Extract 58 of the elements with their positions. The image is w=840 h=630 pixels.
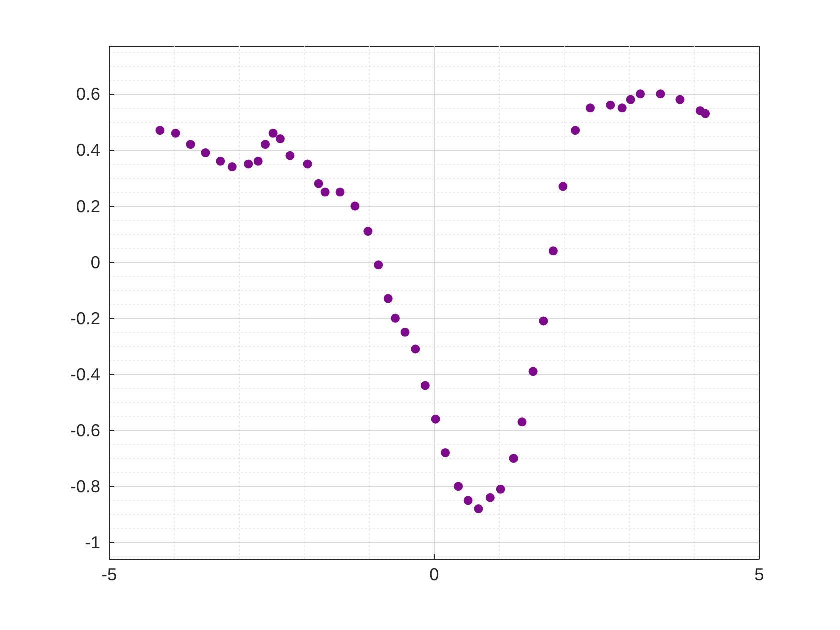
point [431,414,440,424]
y-tick-label: -0.4 [70,364,101,384]
point [420,381,430,390]
point [244,160,254,169]
point [441,448,450,458]
point [626,95,636,104]
point [486,493,495,502]
point [303,160,312,169]
point [391,314,400,323]
point [216,156,226,166]
point [518,418,527,427]
y-tick-label: 0.6 [76,84,101,104]
y-tick-label: -1 [85,532,101,553]
y-tick-label: -0.2 [70,308,100,328]
point [286,151,295,160]
point [336,188,345,197]
y-tick-label: 0 [90,252,101,272]
point [571,126,580,136]
point [276,134,285,144]
point [548,246,558,256]
point [364,227,373,236]
point [656,90,666,99]
point [314,179,324,188]
point [254,156,263,166]
point [618,104,627,113]
point [350,202,360,211]
point [474,504,484,514]
point [509,454,518,464]
y-tick-label: -0.8 [70,476,100,497]
point [464,496,473,506]
point [228,162,237,172]
point [676,95,685,104]
point [701,109,710,118]
point [384,294,393,304]
x-tick-label: 0 [430,564,440,584]
point [411,344,420,354]
point [539,316,548,326]
y-tick-label: 0.2 [76,196,101,216]
point [156,126,165,136]
y-tick-label: -0.6 [70,420,100,441]
point [374,260,384,270]
point [320,188,330,197]
y-tick-label: 0.4 [76,140,101,160]
point [261,140,270,150]
point [268,128,278,138]
point [606,100,616,110]
point [171,128,180,138]
point [528,367,538,376]
point [201,148,210,158]
point [586,104,595,113]
point [496,484,506,494]
point [400,328,410,337]
point [636,90,646,99]
point [558,182,568,192]
x-tick-label: -5 [102,564,118,584]
x-tick-label: 5 [754,564,764,584]
point [454,482,464,492]
point [186,140,196,150]
